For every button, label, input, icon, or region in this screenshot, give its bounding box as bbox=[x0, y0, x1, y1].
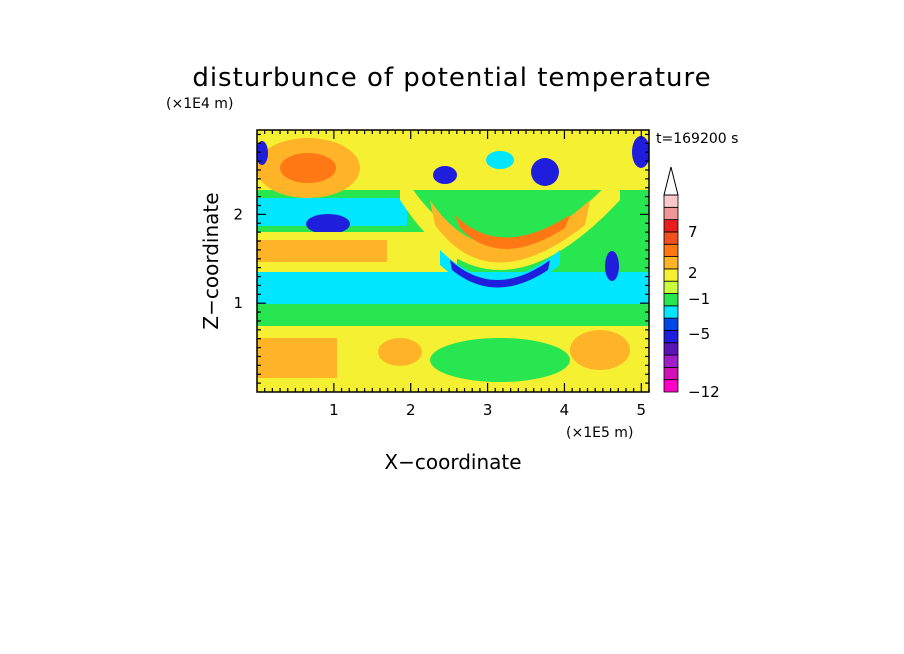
colorbar-segment bbox=[663, 256, 679, 270]
colorbar-tick-label: 2 bbox=[688, 264, 698, 282]
colorbar-segment bbox=[663, 354, 679, 368]
colorbar-tick-label: −5 bbox=[688, 325, 710, 343]
colorbar-tick-label: −1 bbox=[688, 290, 710, 308]
colorbar-segment bbox=[663, 194, 679, 208]
x-axis-label: X−coordinate bbox=[384, 450, 521, 474]
x-tick-label: 4 bbox=[560, 401, 570, 419]
field-low-green-center bbox=[430, 338, 570, 382]
x-tick-label: 1 bbox=[329, 401, 339, 419]
x-axis: 1 2 3 4 5 bbox=[264, 130, 650, 419]
field-cold-upper-left bbox=[306, 214, 350, 234]
colorbar-tick-label: −12 bbox=[688, 383, 720, 401]
colorbar-segment bbox=[663, 268, 679, 282]
field-band-mid-orange bbox=[257, 240, 387, 262]
field-arc-red bbox=[455, 215, 570, 249]
y-axis-label: Z−coordinate bbox=[199, 192, 223, 329]
x-tick-label: 2 bbox=[406, 401, 416, 419]
colorbar-segment bbox=[663, 379, 679, 393]
field-cold-corner-right bbox=[632, 136, 649, 168]
colorbar-segment bbox=[663, 342, 679, 356]
field-arc-orange bbox=[430, 200, 590, 263]
field-low-orange-mid bbox=[378, 338, 422, 366]
field-band-mid-green bbox=[257, 304, 649, 326]
y-tick-label: 1 bbox=[233, 294, 243, 312]
field-hot-upper-left bbox=[280, 153, 336, 183]
field-band-mid-cyan bbox=[257, 272, 649, 304]
y-axis: 12 bbox=[233, 133, 649, 384]
field-band-low-orange bbox=[257, 338, 337, 378]
colorbar-segment bbox=[663, 330, 679, 344]
y-tick-label: 2 bbox=[233, 205, 243, 223]
colorbar: 7 2 −1 −5 −12 bbox=[663, 166, 720, 401]
colorbar-segment bbox=[663, 280, 679, 294]
x-tick-label: 5 bbox=[637, 401, 647, 419]
x-tick-label: 3 bbox=[483, 401, 493, 419]
colorbar-segment bbox=[663, 293, 679, 307]
colorbar-tick-label: 7 bbox=[688, 223, 698, 241]
field-cold-upper-right bbox=[531, 158, 559, 186]
field-arc-blue bbox=[450, 260, 550, 288]
colorbar-segment bbox=[663, 231, 679, 245]
colorbar-segment bbox=[663, 366, 679, 381]
colorbar-segment bbox=[663, 317, 679, 331]
chart-title: disturbunce of potential temperature bbox=[192, 63, 711, 93]
colorbar-segment bbox=[663, 305, 679, 319]
colorbar-segment bbox=[663, 243, 679, 257]
colorbar-extend-arrow bbox=[663, 166, 679, 196]
field-cold-center-top bbox=[486, 151, 514, 169]
field-cold-right bbox=[605, 251, 619, 281]
field-cold-corner-left bbox=[257, 141, 268, 165]
heatmap-field bbox=[257, 130, 649, 392]
time-label: t=169200 s bbox=[656, 131, 738, 147]
field-cold-upper-center bbox=[433, 166, 457, 184]
plot-frame bbox=[256, 129, 650, 393]
x-unit-label: (×1E5 m) bbox=[566, 425, 633, 441]
y-unit-label: (×1E4 m) bbox=[166, 96, 233, 112]
colorbar-segment bbox=[663, 206, 679, 221]
field-low-orange-right bbox=[570, 330, 630, 370]
colorbar-segment bbox=[663, 219, 679, 233]
